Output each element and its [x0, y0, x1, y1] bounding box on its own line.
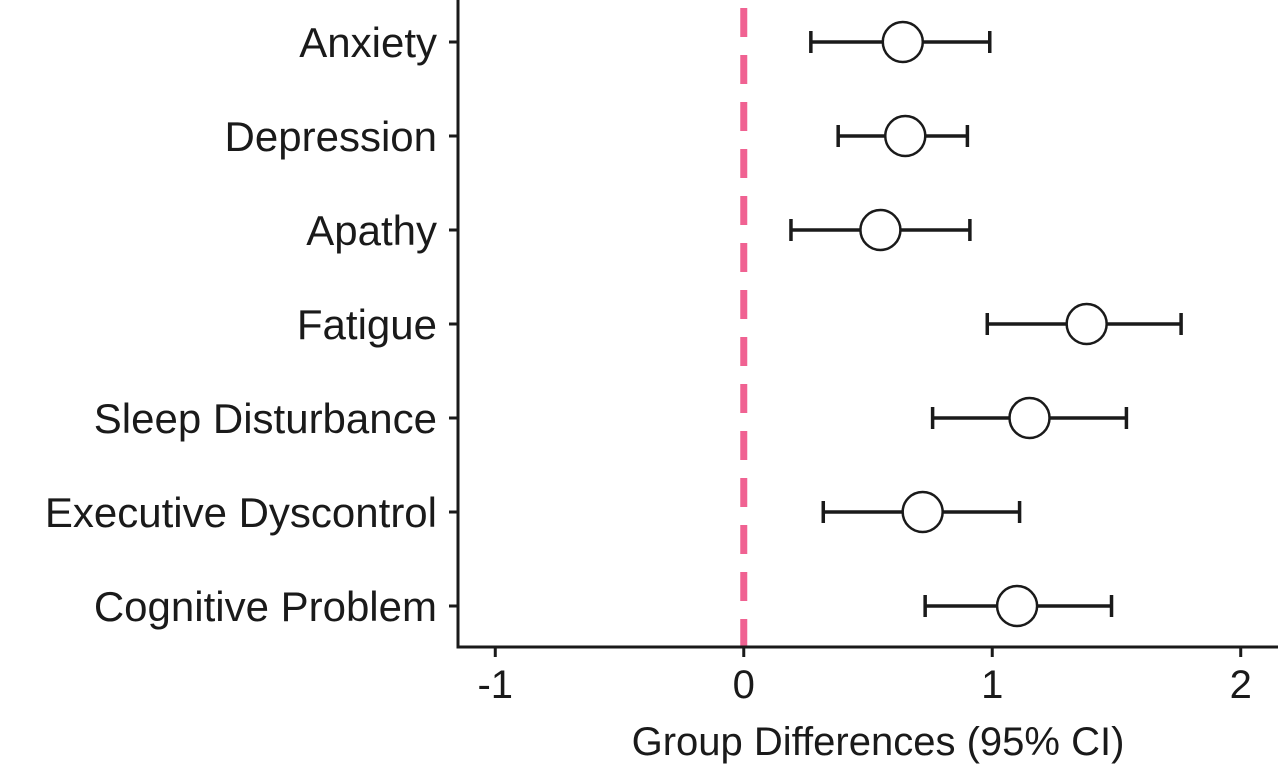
- category-label: Cognitive Problem: [94, 583, 437, 630]
- errorbar-row: [985, 302, 1183, 346]
- x-axis-title: Group Differences (95% CI): [632, 720, 1125, 764]
- x-axis-ticks: -1 0 1 2: [477, 647, 1252, 707]
- estimate-point: [995, 584, 1039, 628]
- x-tick-label: 2: [1230, 663, 1252, 707]
- errorbar-row: [930, 396, 1129, 440]
- estimate-point: [901, 490, 944, 534]
- errorbar-row: [809, 20, 992, 64]
- estimate-point: [884, 114, 927, 158]
- estimate-point: [1008, 396, 1051, 440]
- estimate-point: [859, 208, 902, 252]
- errorbar-row: [821, 490, 1022, 534]
- errorbar-row: [789, 208, 972, 252]
- category-label: Fatigue: [297, 301, 437, 348]
- category-label: Depression: [225, 113, 437, 160]
- x-tick-label: -1: [477, 663, 513, 707]
- estimate-point: [1065, 302, 1108, 346]
- category-labels: Anxiety Depression Apathy Fatigue Sleep Dist…: [45, 19, 437, 630]
- errorbar-row: [836, 114, 970, 158]
- category-label: Executive Dyscontrol: [45, 489, 437, 536]
- data-marks: [789, 20, 1183, 628]
- axes-layer: [449, 0, 1278, 649]
- x-tick-label: 0: [733, 663, 755, 707]
- category-label: Apathy: [306, 207, 437, 254]
- estimate-point: [881, 20, 925, 64]
- category-label: Anxiety: [299, 19, 437, 66]
- x-tick-label: 1: [981, 663, 1003, 707]
- errorbar-row: [923, 584, 1114, 628]
- category-label: Sleep Disturbance: [94, 395, 437, 442]
